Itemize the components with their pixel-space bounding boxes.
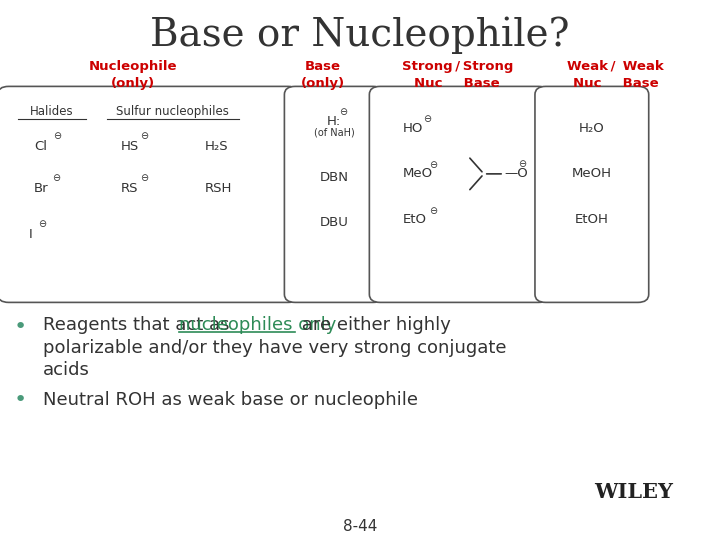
Text: DBU: DBU [320,216,348,229]
Text: WILEY: WILEY [594,482,673,503]
Text: Sulfur nucleophiles: Sulfur nucleophiles [117,105,229,118]
Text: HO: HO [403,122,423,135]
Text: DBN: DBN [320,171,348,184]
Text: EtO: EtO [403,213,427,226]
Text: Cl: Cl [35,140,48,153]
Text: Base or Nucleophile?: Base or Nucleophile? [150,16,570,54]
FancyBboxPatch shape [284,86,384,302]
Text: RS: RS [121,183,138,195]
FancyBboxPatch shape [369,86,549,302]
Text: acids: acids [43,361,90,380]
Text: are either highly: are either highly [296,316,451,334]
Text: ⊖: ⊖ [53,173,60,183]
Text: HS: HS [121,140,139,153]
Text: nucleophiles only: nucleophiles only [179,316,336,334]
Text: Nucleophile
(only): Nucleophile (only) [89,59,177,90]
Text: H₂O: H₂O [579,122,605,135]
Text: ⊖: ⊖ [518,159,526,169]
Text: •: • [14,316,27,337]
Text: Base
(only): Base (only) [300,59,345,90]
Text: —O: —O [504,167,528,180]
Text: polarizable and/or they have very strong conjugate: polarizable and/or they have very strong… [43,339,507,357]
FancyBboxPatch shape [535,86,649,302]
Text: Halides: Halides [30,105,73,118]
Text: ⊖: ⊖ [140,173,148,183]
Text: RSH: RSH [205,183,233,195]
Text: I: I [29,228,32,241]
Text: ⊖: ⊖ [38,219,46,229]
Text: MeOH: MeOH [572,167,612,180]
Text: H₂S: H₂S [205,140,229,153]
Text: ⊖: ⊖ [423,114,431,124]
Text: EtOH: EtOH [575,213,609,226]
Text: 8-44: 8-44 [343,519,377,534]
Text: Br: Br [34,183,48,195]
Text: (of NaH): (of NaH) [314,128,354,138]
Text: ⊖: ⊖ [339,107,348,117]
Text: ⊖: ⊖ [140,131,148,141]
Text: ⊖: ⊖ [429,160,437,170]
Text: H:: H: [327,115,341,128]
Text: •: • [14,389,27,410]
Text: Weak /  Weak
Nuc     Base: Weak / Weak Nuc Base [567,59,664,90]
Text: Reagents that act as: Reagents that act as [43,316,235,334]
Text: ⊖: ⊖ [53,131,61,141]
Text: MeO: MeO [403,167,433,180]
FancyBboxPatch shape [0,86,299,302]
Text: Neutral ROH as weak base or nucleophile: Neutral ROH as weak base or nucleophile [43,390,418,409]
Text: ⊖: ⊖ [429,206,437,215]
Text: Strong / Strong
Nuc     Base: Strong / Strong Nuc Base [402,59,513,90]
